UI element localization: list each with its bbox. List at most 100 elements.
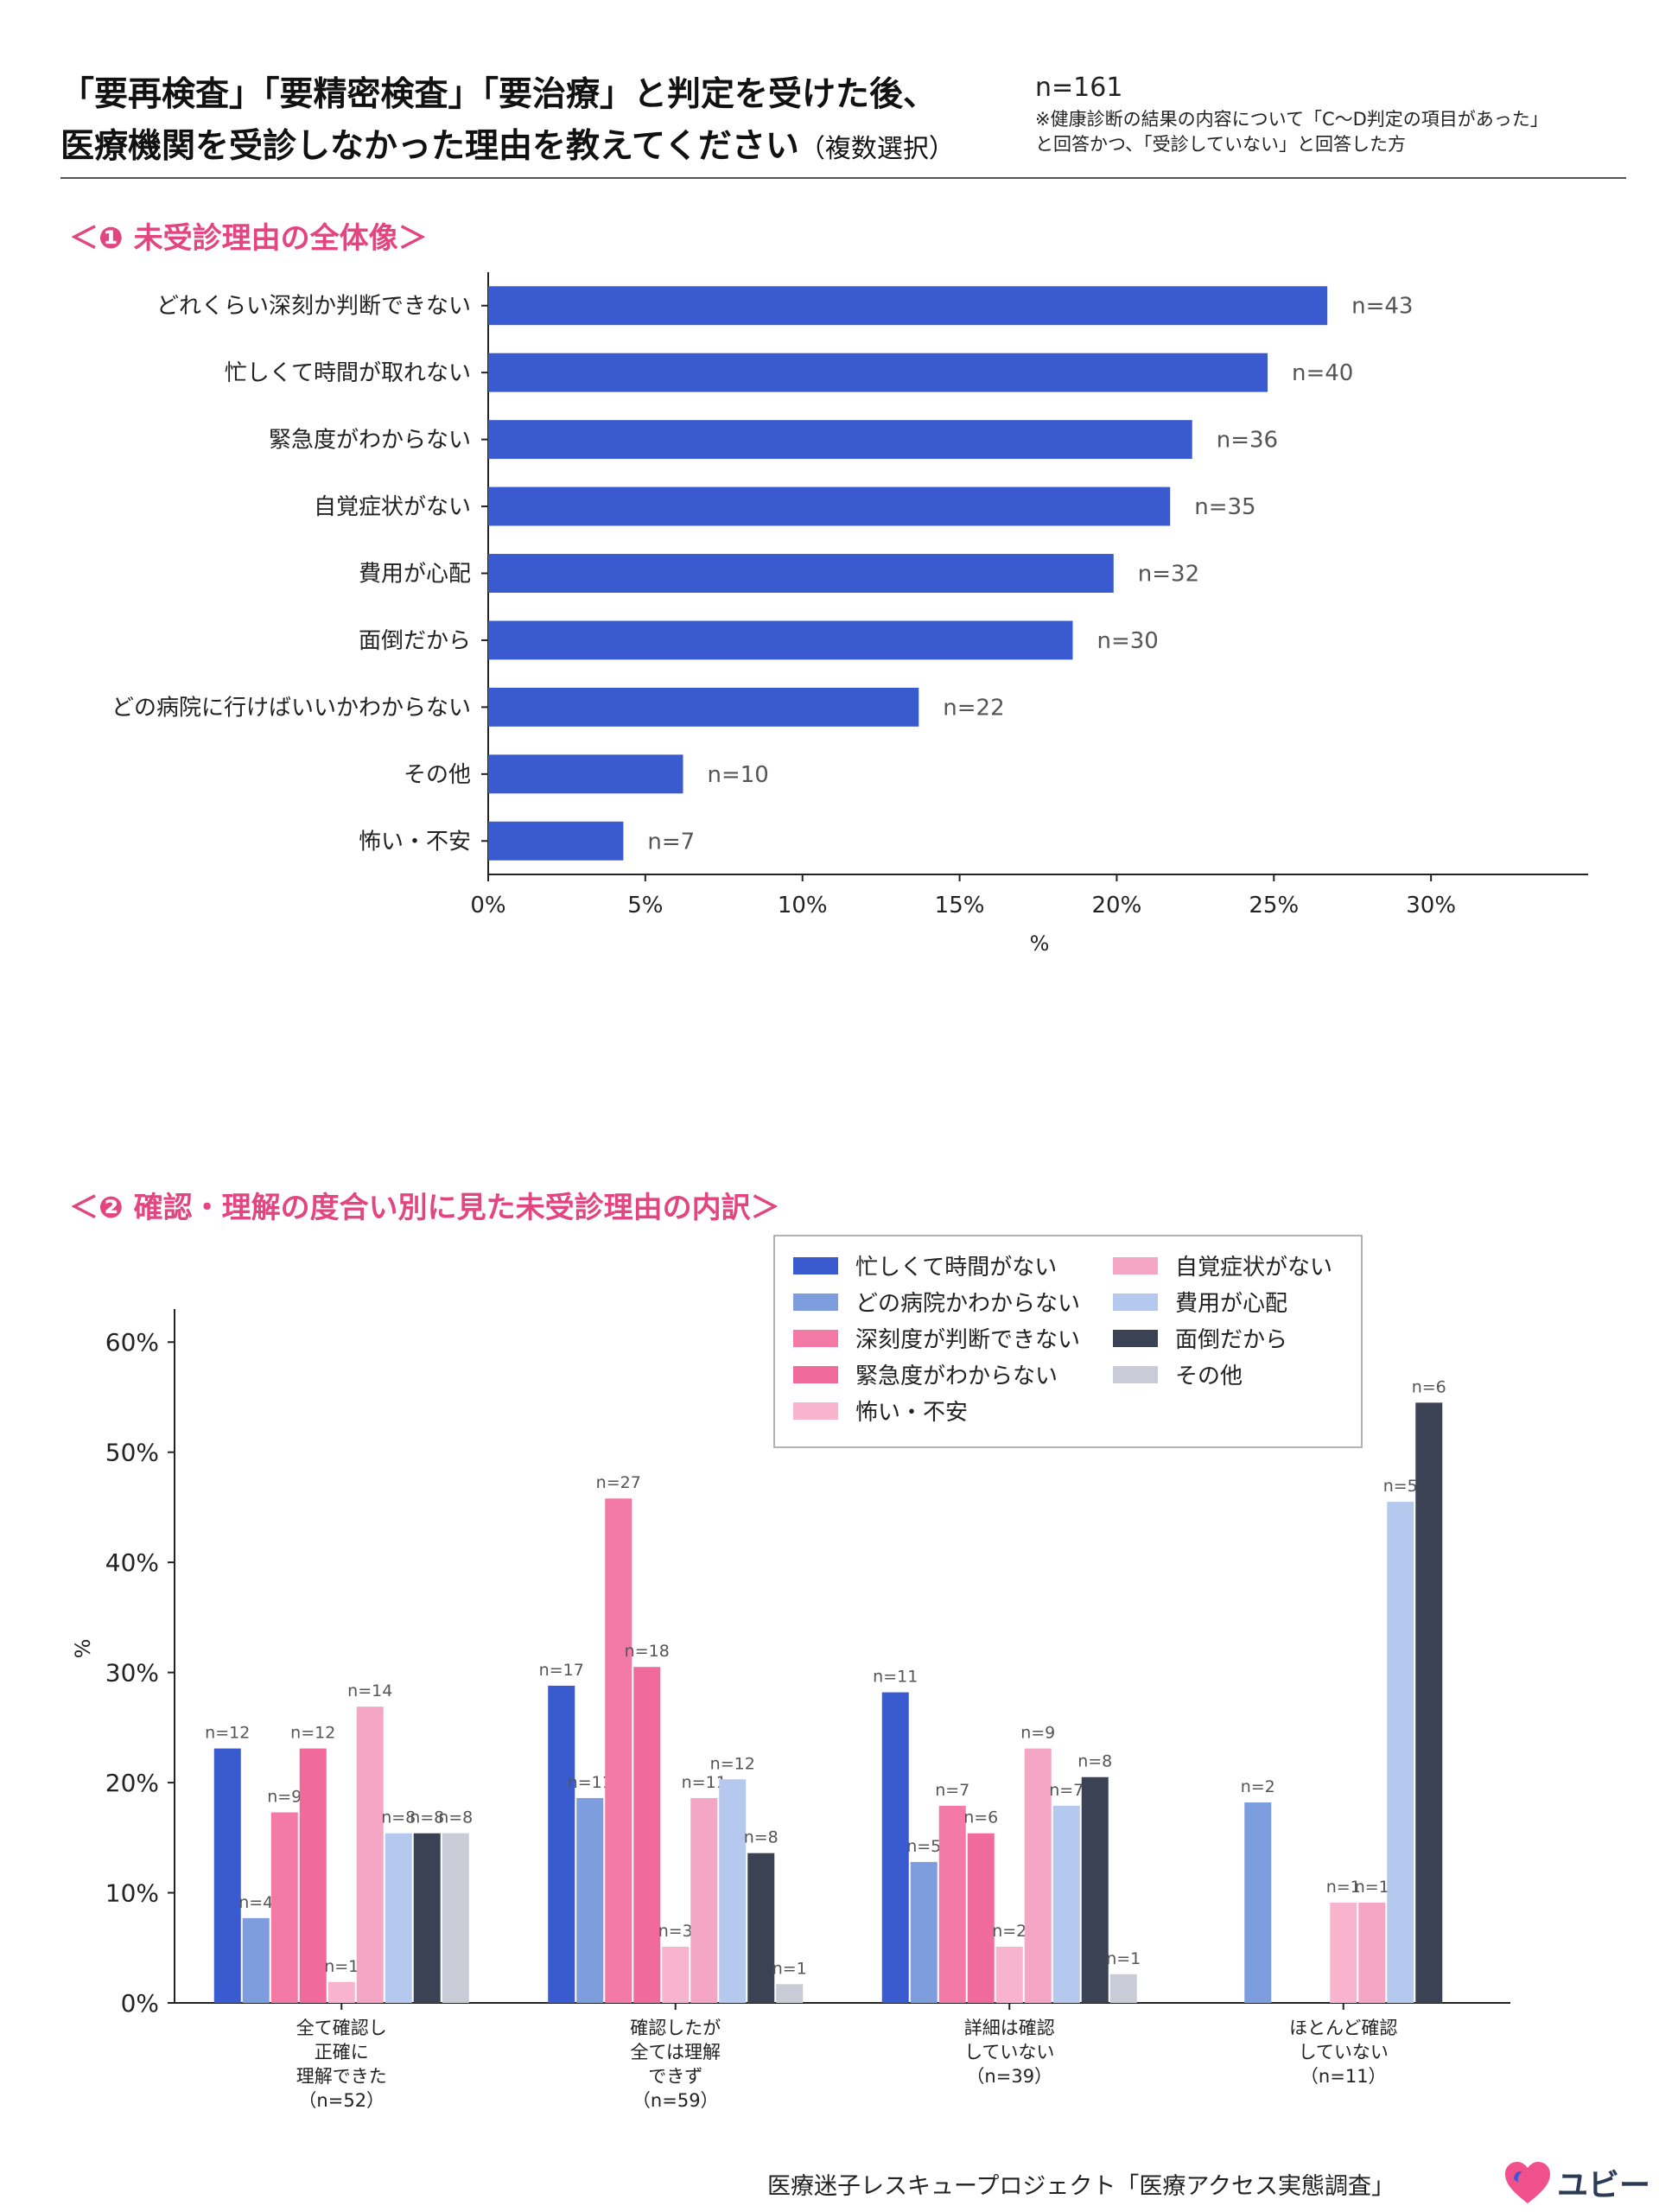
sample-note-line-1: ※健康診断の結果の内容について「C〜D判定の項目があった」 bbox=[1035, 109, 1548, 130]
heart-icon bbox=[1505, 2162, 1550, 2203]
group-label-line: （n=52） bbox=[298, 2090, 385, 2111]
title-line-2-main: 医療機関を受診しなかった理由を教えてください bbox=[60, 127, 799, 166]
data-label: n=2 bbox=[992, 1922, 1027, 1941]
legend-label: 忙しくて時間がない bbox=[855, 1255, 1057, 1281]
legend-swatch bbox=[793, 1294, 838, 1311]
data-label: n=11 bbox=[568, 1773, 613, 1792]
bar bbox=[488, 486, 1171, 526]
bar bbox=[488, 754, 683, 794]
bar bbox=[1415, 1402, 1443, 2003]
y-tick-label: 10% bbox=[105, 1879, 159, 1908]
x-tick-label: 25% bbox=[1249, 893, 1299, 918]
data-label: n=11 bbox=[682, 1773, 727, 1792]
category-label: 面倒だから bbox=[359, 628, 471, 654]
y-tick-label: 20% bbox=[105, 1769, 159, 1797]
y-axis-title: % bbox=[71, 1639, 95, 1659]
data-label: n=17 bbox=[539, 1661, 584, 1680]
bar bbox=[995, 1946, 1023, 2003]
group-label-line: （n=11） bbox=[1300, 2066, 1387, 2087]
bar bbox=[356, 1707, 384, 2003]
bar bbox=[488, 821, 624, 861]
legend-swatch bbox=[793, 1330, 838, 1347]
sample-note-line-2: と回答かつ、「受診していない」と回答した方 bbox=[1035, 134, 1407, 155]
section-1-title: ＜❶ 未受診理由の全体像＞ bbox=[69, 221, 428, 256]
category-label: その他 bbox=[404, 762, 471, 788]
bar bbox=[299, 1748, 327, 2003]
data-label: n=8 bbox=[381, 1808, 416, 1827]
y-tick-label: 50% bbox=[105, 1439, 159, 1467]
data-label: n=1 bbox=[1326, 1878, 1361, 1897]
bar bbox=[662, 1946, 690, 2003]
bar bbox=[488, 554, 1114, 593]
bar bbox=[1052, 1805, 1080, 2003]
data-label: n=32 bbox=[1138, 562, 1199, 588]
title-line-1: 「要再検査」「要精密検査」「要治療」と判定を受けた後、 bbox=[60, 75, 938, 114]
bar bbox=[548, 1685, 575, 2003]
bar bbox=[488, 353, 1268, 392]
bar bbox=[488, 687, 919, 727]
title-suffix: （複数選択） bbox=[798, 134, 955, 164]
bar bbox=[442, 1833, 469, 2003]
category-label: 費用が心配 bbox=[359, 562, 471, 588]
bar bbox=[605, 1498, 632, 2003]
bar bbox=[1244, 1802, 1272, 2003]
category-label: どれくらい深刻か判断できない bbox=[156, 294, 471, 320]
data-label: n=10 bbox=[708, 762, 769, 788]
section-2-title: ＜❷ 確認・理解の度合い別に見た未受診理由の内訳＞ bbox=[69, 1191, 780, 1225]
legend-swatch bbox=[793, 1257, 838, 1274]
data-label: n=7 bbox=[647, 829, 695, 855]
legend-box bbox=[773, 1235, 1363, 1448]
y-tick-label: 30% bbox=[105, 1659, 159, 1688]
data-label: n=43 bbox=[1351, 294, 1413, 320]
data-label: n=12 bbox=[710, 1754, 755, 1773]
data-label: n=6 bbox=[1412, 1377, 1446, 1396]
bar bbox=[910, 1861, 938, 2003]
x-tick-label: 30% bbox=[1406, 893, 1456, 918]
group-label-line: 全ては理解 bbox=[630, 2042, 721, 2063]
legend-swatch bbox=[1113, 1330, 1158, 1347]
data-label: n=9 bbox=[1020, 1724, 1055, 1743]
title-line-2: 医療機関を受診しなかった理由を教えてください（複数選択） bbox=[60, 119, 955, 168]
data-label: n=35 bbox=[1194, 494, 1255, 520]
y-tick-label: 60% bbox=[105, 1328, 159, 1357]
data-label: n=14 bbox=[347, 1681, 392, 1700]
data-label: n=1 bbox=[324, 1957, 359, 1976]
legend-label: 緊急度がわからない bbox=[855, 1363, 1058, 1389]
bar bbox=[1387, 1502, 1414, 2003]
ubie-logo: ユビー bbox=[1503, 2157, 1650, 2209]
group-label-line: （n=39） bbox=[966, 2066, 1052, 2087]
data-label: n=8 bbox=[410, 1808, 444, 1827]
legend-label: その他 bbox=[1175, 1363, 1243, 1389]
data-label: n=9 bbox=[267, 1787, 302, 1806]
footer-source: 医療迷子レスキュープロジェクト「医療アクセス実態調査」 bbox=[767, 2173, 1395, 2200]
bar bbox=[690, 1797, 718, 2003]
data-label: n=3 bbox=[658, 1922, 693, 1941]
category-label: 忙しくて時間が取れない bbox=[225, 360, 471, 386]
data-label: n=7 bbox=[935, 1781, 969, 1800]
legend-swatch bbox=[793, 1402, 838, 1420]
bar bbox=[488, 286, 1328, 326]
bar bbox=[213, 1748, 241, 2003]
group-label-line: 理解できた bbox=[296, 2066, 387, 2087]
group-label-line: できず bbox=[648, 2066, 702, 2087]
bar bbox=[881, 1692, 909, 2003]
bar bbox=[719, 1779, 747, 2003]
bar bbox=[242, 1917, 270, 2003]
x-tick-label: 20% bbox=[1092, 893, 1142, 918]
x-tick-label: 0% bbox=[470, 893, 505, 918]
group-label-line: 確認したが bbox=[630, 2018, 721, 2038]
group-label-line: 詳細は確認 bbox=[964, 2018, 1055, 2038]
data-label: n=40 bbox=[1292, 360, 1353, 386]
header-divider bbox=[60, 177, 1626, 179]
bar bbox=[1024, 1748, 1052, 2003]
data-label: n=1 bbox=[772, 1959, 807, 1978]
bar bbox=[1109, 1974, 1137, 2003]
bar bbox=[747, 1853, 775, 2003]
data-label: n=4 bbox=[238, 1893, 273, 1912]
legend-label: 深刻度が判断できない bbox=[855, 1327, 1080, 1353]
chart-overall-reasons: どれくらい深刻か判断できない n=43 忙しくて時間が取れない n=40 緊急度がわから… bbox=[111, 272, 1588, 956]
legend-swatch bbox=[793, 1366, 838, 1383]
data-label: n=27 bbox=[596, 1473, 641, 1492]
category-label: 緊急度がわからない bbox=[269, 428, 471, 454]
